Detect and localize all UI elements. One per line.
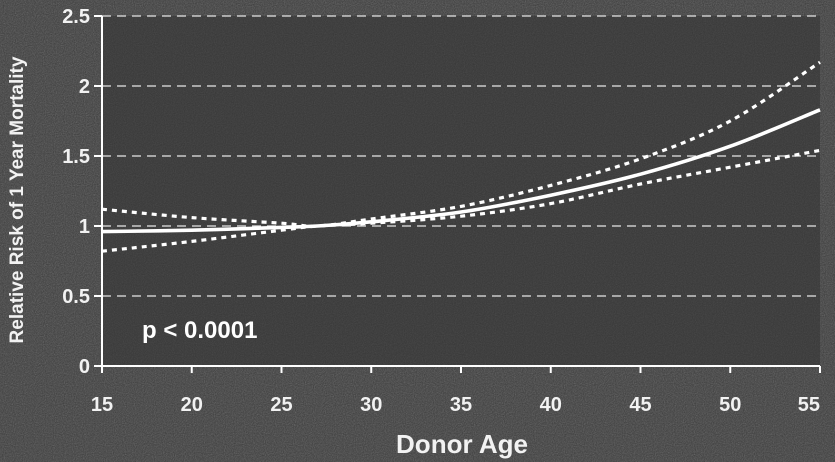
x-tick-label-1: 20 [181,394,203,416]
y-tick-label-0: 0 [79,356,90,378]
x-tick-label-4: 35 [450,394,472,416]
y-tick-label-2: 1 [79,216,90,238]
x-tick-label-8: 55 [798,394,820,416]
p-value-annotation: p < 0.0001 [142,317,257,344]
y-tick-label-3: 1.5 [62,146,90,168]
confidence-band-line-2 [101,148,821,253]
x-tick-label-3: 30 [360,394,382,416]
x-tick-label-0: 15 [91,394,113,416]
y-tick-label-5: 2.5 [62,6,90,28]
x-axis-title: Donor Age [396,429,528,459]
tick-labels: 0 0.5 1 1.5 2 2.5 15 20 25 30 35 40 45 50 55 [62,6,820,416]
plot-area [102,16,820,366]
x-tick-label-5: 40 [540,394,562,416]
x-tick-label-2: 25 [270,394,292,416]
series-group [101,60,821,253]
axes [94,15,821,373]
estimate-line [101,108,821,234]
grid-lines [102,15,820,366]
y-tick-label-1: 0.5 [62,286,90,308]
x-tick-label-7: 50 [719,394,741,416]
confidence-band-line-1 [101,60,821,228]
x-tick-label-6: 45 [629,394,651,416]
y-tick-label-4: 2 [79,76,90,98]
y-axis-title: Relative Risk of 1 Year Mortality [7,56,28,343]
